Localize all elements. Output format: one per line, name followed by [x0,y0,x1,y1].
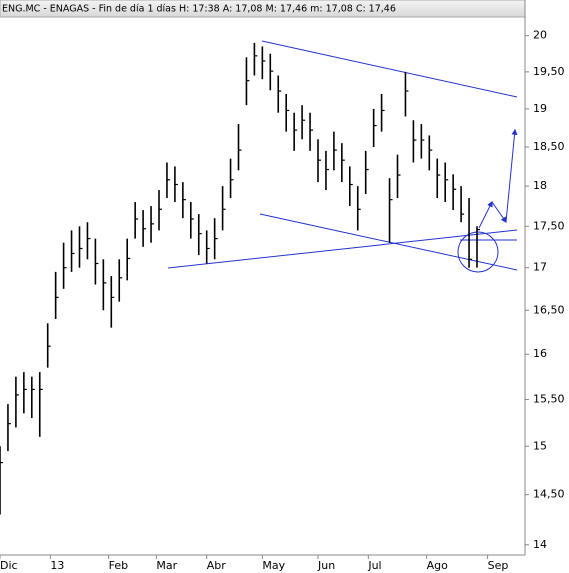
y-tick-label: 19,50 [533,65,565,78]
x-tick-label: Jul [367,559,381,572]
y-tick-label: 19 [533,102,547,115]
y-tick-label: 20 [533,29,547,42]
trend-line [261,40,518,98]
x-tick-label: 13 [50,559,64,572]
y-tick-label: 15 [533,439,547,452]
x-tick-label: Sep [488,559,509,572]
y-tick-label: 14,50 [533,488,565,501]
x-tick-label: Feb [109,559,128,572]
x-tick-label: Dic [0,559,18,572]
trend-line [259,213,518,271]
arrow [491,201,507,223]
annotations [167,40,518,273]
y-tick-label: 17 [533,261,547,274]
y-tick-label: 17,50 [533,219,565,232]
y-tick-label: 16 [533,347,547,360]
x-tick-label: Abr [207,559,227,572]
y-tick-label: 16,50 [533,303,565,316]
arrow [478,200,493,229]
arrow [505,128,518,223]
highlight-circle [457,231,499,273]
x-tick-label: Mar [156,559,177,572]
x-tick-label: Jun [317,559,335,572]
y-tick-label: 15,50 [533,393,565,406]
y-tick-label: 18 [533,179,547,192]
trend-line [167,229,518,269]
x-tick-label: Ago [427,559,449,572]
y-tick-label: 18,50 [533,140,565,153]
y-tick-label: 14 [533,538,547,551]
chart-title: ENG.MC - ENAGAS - Fin de día 1 días H: 1… [2,4,396,15]
x-tick-label: May [262,559,285,572]
